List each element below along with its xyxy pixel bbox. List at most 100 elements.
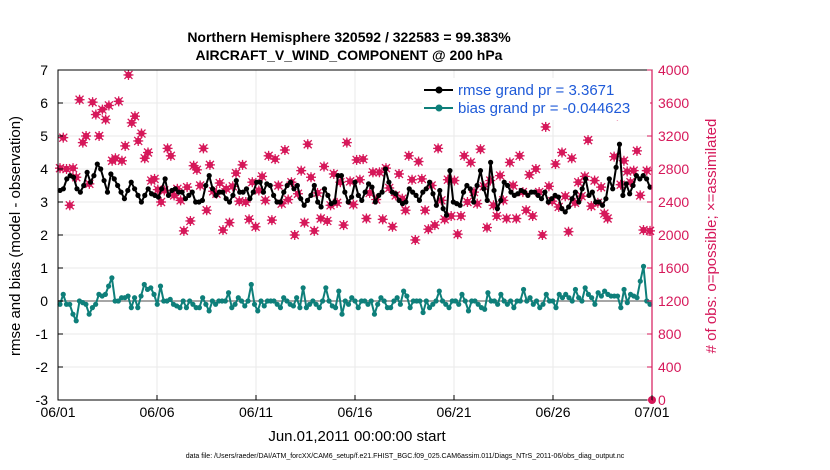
- rmse-point: [352, 179, 358, 185]
- rmse-point: [467, 186, 473, 192]
- x-axis-label: Jun.01,2011 00:00:00 start: [268, 428, 446, 445]
- bias-point: [401, 288, 407, 294]
- obs-count-point: [257, 171, 268, 182]
- bias-point: [598, 293, 604, 299]
- bias-point: [187, 298, 193, 304]
- rmse-point: [345, 199, 351, 205]
- bias-point: [582, 285, 588, 291]
- obs-count-point: [224, 217, 235, 228]
- bias-point: [190, 301, 196, 307]
- rmse-point: [291, 186, 297, 192]
- obs-count-point: [407, 174, 418, 185]
- rmse-point: [596, 199, 602, 205]
- obs-count-point: [550, 159, 561, 170]
- legend-bias-label: bias grand pr = -0.044623: [458, 100, 630, 117]
- bias-point: [332, 305, 339, 311]
- obs-count-point: [397, 193, 408, 204]
- obs-count-point: [266, 215, 277, 226]
- rmse-point: [569, 196, 575, 202]
- obs-count-point: [491, 211, 502, 222]
- obs-count-point: [302, 139, 313, 150]
- bias-point: [183, 305, 190, 311]
- rmse-point: [145, 186, 151, 192]
- bias-point: [595, 290, 601, 296]
- rmse-point: [423, 186, 429, 192]
- bias-point: [109, 275, 115, 281]
- rmse-point: [647, 184, 653, 190]
- bias-point: [222, 298, 228, 304]
- bias-point: [203, 301, 209, 307]
- rmse-point: [355, 192, 361, 198]
- rmse-point: [294, 182, 300, 189]
- rmse-point: [627, 191, 633, 197]
- bias-point: [297, 305, 303, 311]
- obs-count-point: [416, 173, 427, 184]
- rmse-point: [60, 186, 66, 192]
- rmse-point: [362, 189, 368, 195]
- bias-point: [524, 298, 530, 304]
- y-axis-label-left: rmse and bias (model - observation): [7, 116, 24, 356]
- rmse-point: [545, 199, 551, 205]
- bias-point: [294, 295, 300, 301]
- obs-count-point: [162, 143, 173, 154]
- bias-point: [576, 295, 582, 301]
- y-axis-label-right: # of obs: o=possible; ×=assimilated: [703, 119, 720, 354]
- rmse-point: [426, 179, 433, 185]
- bias-point: [125, 293, 131, 299]
- rmse-point: [304, 197, 311, 203]
- bias-point: [290, 303, 297, 309]
- bias-point: [148, 285, 154, 291]
- obs-count-point: [400, 205, 411, 216]
- obs-points: [55, 69, 656, 404]
- obs-count-point: [217, 225, 228, 236]
- bias-point: [102, 291, 108, 297]
- x-tick-label: 06/16: [337, 404, 372, 420]
- bias-point: [543, 291, 549, 297]
- rmse-point: [81, 182, 87, 189]
- bias-point: [70, 311, 76, 317]
- bias-point: [245, 298, 251, 304]
- rmse-point: [223, 196, 229, 202]
- bias-point: [446, 305, 452, 311]
- rmse-point: [403, 199, 409, 205]
- obs-count-point: [244, 214, 255, 225]
- x-tick-label: 07/01: [634, 404, 669, 420]
- left-tick-label: 7: [40, 62, 48, 78]
- rmse-point: [437, 187, 443, 194]
- rmse-point: [301, 202, 307, 208]
- bias-point: [482, 306, 488, 312]
- rmse-point: [121, 196, 128, 202]
- rmse-point: [586, 192, 592, 198]
- obs-count-point: [358, 154, 369, 165]
- obs-count-point: [64, 200, 75, 211]
- rmse-point: [430, 191, 436, 197]
- right-tick-label: 4000: [658, 62, 689, 78]
- bias-point: [614, 293, 621, 299]
- rmse-point: [525, 192, 531, 198]
- bias-point: [589, 295, 595, 301]
- rmse-point: [562, 209, 568, 215]
- rmse-point: [115, 182, 121, 189]
- rmse-point: [433, 202, 439, 208]
- rmse-point: [559, 206, 565, 212]
- bias-point: [404, 293, 410, 299]
- left-tick-label: -1: [36, 326, 49, 342]
- obs-count-point: [289, 230, 300, 240]
- legend: rmse grand pr = 3.3671 bias grand pr = -…: [422, 78, 650, 120]
- rmse-point: [413, 192, 419, 198]
- bias-point: [533, 298, 540, 304]
- rmse-point: [247, 196, 253, 202]
- rmse-point: [267, 182, 273, 189]
- obs-count-point: [305, 172, 316, 183]
- right-tick-label: 2000: [658, 227, 689, 243]
- obs-count-point: [129, 111, 140, 122]
- rmse-point: [125, 187, 131, 194]
- bias-point: [242, 303, 248, 309]
- bias-point: [456, 301, 462, 307]
- obs-count-point: [103, 100, 114, 111]
- obs-count-point: [560, 191, 571, 202]
- rmse-point: [504, 182, 511, 189]
- rmse-point: [440, 206, 446, 212]
- bias-point: [459, 291, 465, 297]
- rmse-point: [464, 182, 470, 189]
